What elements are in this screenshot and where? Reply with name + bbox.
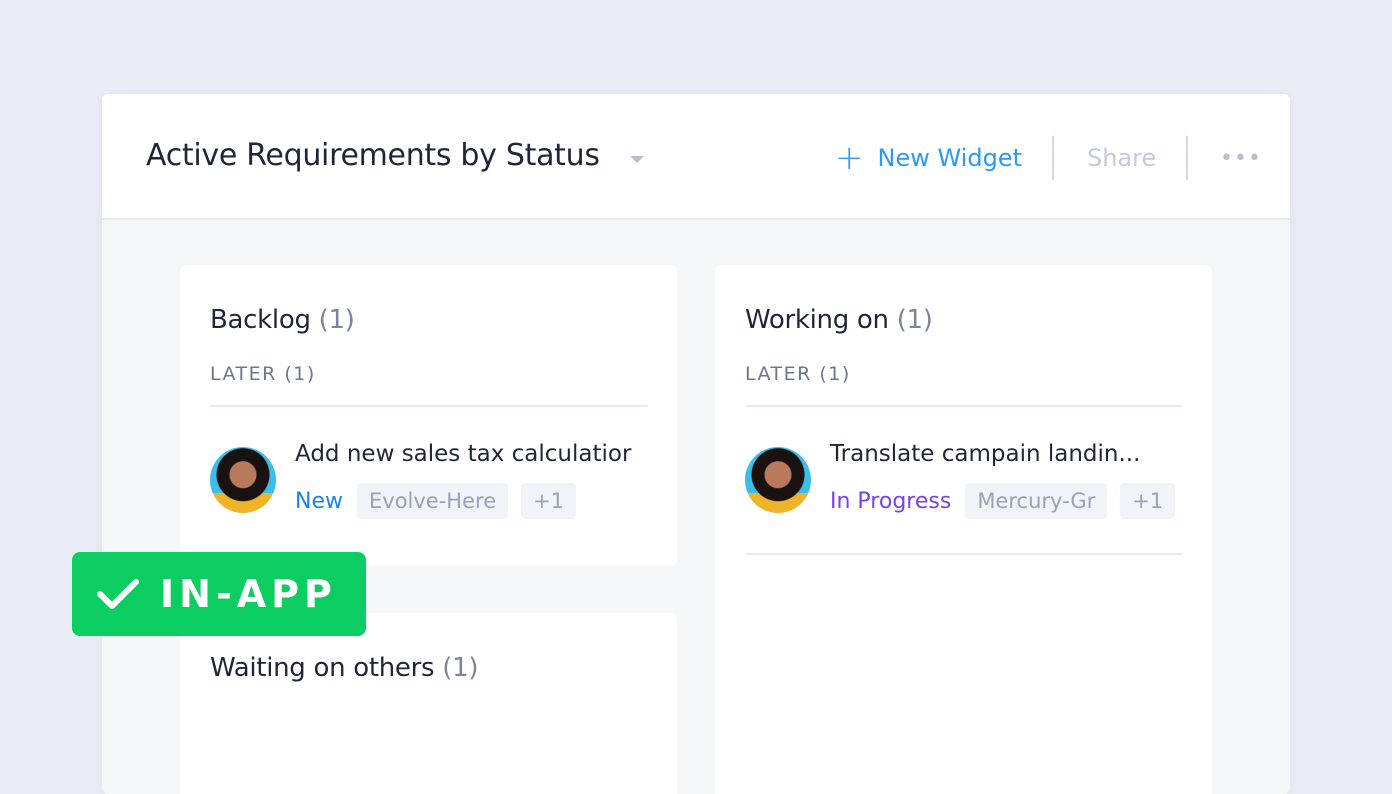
column-title: Working on [745, 305, 889, 335]
column-count: (1) [318, 305, 355, 335]
widget-card: Active Requirements by Status + New Widge… [102, 94, 1290, 794]
new-widget-label: New Widget [877, 144, 1023, 172]
project-tag[interactable]: Evolve-Here [357, 483, 509, 519]
column-title: Waiting on others [210, 653, 435, 683]
avatar [745, 447, 811, 513]
list-item[interactable]: Add new sales tax calculatior New Evolve… [210, 407, 648, 519]
column-count: (1) [442, 653, 479, 683]
project-tag[interactable]: Mercury-Gr [965, 483, 1108, 519]
list-item[interactable]: Translate campain landin... In Progress … [745, 407, 1183, 555]
chevron-down-icon[interactable] [630, 156, 644, 163]
divider [1186, 136, 1188, 180]
badge-label: IN-APP [160, 572, 337, 616]
status-badge: New [295, 488, 343, 514]
share-button[interactable]: Share [1087, 144, 1157, 172]
column-count: (1) [896, 305, 933, 335]
column-working-on: Working on (1) LATER (1) Translate campai… [715, 265, 1212, 794]
status-badge: In Progress [830, 488, 952, 514]
more-options-icon[interactable]: ••• [1220, 146, 1262, 171]
column-backlog: Backlog (1) LATER (1) Add new sales tax c… [180, 265, 677, 566]
more-tags[interactable]: +1 [521, 483, 577, 519]
column-title: Backlog [210, 305, 311, 335]
more-tags[interactable]: +1 [1120, 483, 1176, 519]
widget-title[interactable]: Active Requirements by Status [146, 138, 600, 173]
item-title[interactable]: Add new sales tax calculatior [295, 441, 632, 467]
widget-header: Active Requirements by Status + New Widge… [102, 94, 1290, 220]
new-widget-button[interactable]: + New Widget [835, 138, 1023, 178]
item-title[interactable]: Translate campain landin... [830, 441, 1141, 467]
column-waiting-on-others: Waiting on others (1) [180, 613, 677, 794]
group-header[interactable]: LATER (1) [210, 363, 648, 407]
plus-icon: + [835, 138, 864, 178]
group-header[interactable]: LATER (1) [745, 363, 1183, 407]
checkmark-icon [97, 579, 139, 609]
avatar [210, 447, 276, 513]
divider [1052, 136, 1054, 180]
in-app-badge: IN-APP [72, 552, 366, 636]
